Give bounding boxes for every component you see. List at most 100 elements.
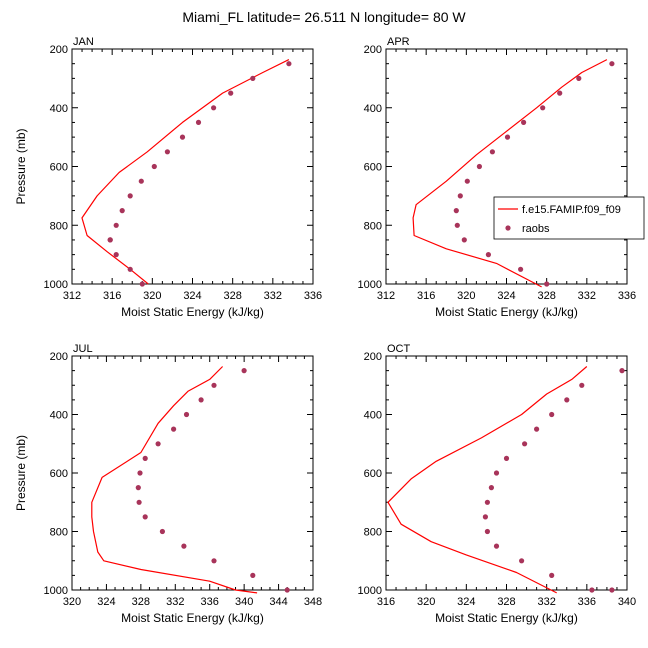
raobs-point — [453, 208, 459, 214]
raobs-point — [241, 368, 247, 374]
raobs-point — [195, 119, 202, 125]
raobs-point — [107, 237, 113, 243]
raobs-point — [589, 587, 595, 593]
y-axis-label: Pressure (mb) — [14, 435, 28, 511]
raobs-point — [454, 222, 460, 228]
x-tick-label: 324 — [97, 596, 115, 608]
x-tick-label: 316 — [417, 290, 435, 302]
raobs-point — [457, 193, 463, 199]
y-tick-label: 600 — [364, 468, 382, 480]
raobs-point — [127, 193, 133, 199]
y-tick-label: 1000 — [44, 585, 68, 597]
raobs-point — [211, 105, 217, 111]
x-axis-label: Moist Static Energy (kJ/kg) — [121, 305, 264, 319]
plot-frame — [385, 48, 628, 285]
x-tick-label: 328 — [537, 290, 555, 302]
x-tick-label: 336 — [304, 290, 322, 302]
x-tick-label: 348 — [304, 596, 322, 608]
y-tick-label: 600 — [50, 468, 68, 480]
y-tick-label: 1000 — [44, 279, 68, 291]
x-tick-label: 336 — [201, 596, 219, 608]
x-tick-label: 316 — [377, 596, 395, 608]
raobs-point — [609, 587, 615, 593]
y-tick-label: 400 — [364, 410, 382, 422]
raobs-point — [179, 134, 186, 140]
raobs-point — [504, 134, 511, 140]
raobs-point — [198, 397, 204, 403]
y-tick-label: 800 — [50, 220, 68, 232]
raobs-point — [164, 149, 170, 155]
raobs-point — [183, 411, 190, 418]
panel-label-apr: APR — [387, 36, 410, 48]
x-tick-label: 332 — [264, 290, 282, 302]
raobs-point — [113, 222, 119, 228]
series-line-model — [81, 59, 290, 285]
raobs-point — [534, 426, 540, 432]
x-tick-label: 340 — [618, 596, 636, 608]
raobs-point — [461, 237, 467, 243]
raobs-point — [250, 75, 256, 81]
legend-entry-model: f.e15.FAMIP.f09_f09 — [522, 204, 621, 216]
plot-frame — [385, 355, 628, 591]
raobs-point — [619, 368, 625, 374]
raobs-point — [488, 485, 494, 491]
legend-marker-swatch — [505, 225, 511, 231]
raobs-point — [181, 543, 187, 549]
y-tick-label: 600 — [50, 162, 68, 174]
x-tick-label: 320 — [143, 290, 161, 302]
x-tick-label: 332 — [578, 290, 596, 302]
chart-panel-oct: 316 320 324 328 332 336 340 200 400 600 800 1000 OCT… — [358, 343, 637, 625]
panel-label-oct: OCT — [387, 343, 411, 355]
raobs-point — [211, 382, 217, 388]
chart-panel-jan: 312 316 320 324 328 332 336 200 400 600 800 1000 JAN… — [14, 36, 322, 319]
raobs-point — [521, 119, 527, 125]
y-tick-label: 400 — [50, 103, 68, 115]
raobs-point — [518, 266, 524, 272]
y-tick-label: 200 — [50, 351, 68, 363]
x-tick-label: 336 — [578, 596, 596, 608]
raobs-point — [476, 163, 482, 170]
raobs-point — [519, 558, 525, 564]
raobs-point — [228, 90, 234, 96]
raobs-point — [482, 514, 488, 520]
plot-frame — [71, 48, 314, 285]
raobs-point — [564, 397, 570, 403]
figure-title: Miami_FL latitude= 26.511 N longitude= 8… — [182, 9, 466, 25]
raobs-point — [119, 208, 125, 214]
x-tick-label: 332 — [537, 596, 555, 608]
y-tick-label: 200 — [364, 351, 382, 363]
x-tick-label: 328 — [132, 596, 150, 608]
raobs-point — [544, 281, 550, 287]
x-tick-label: 328 — [497, 596, 515, 608]
raobs-point — [284, 587, 290, 593]
raobs-point — [549, 572, 555, 579]
x-tick-label: 316 — [103, 290, 121, 302]
raobs-point — [137, 470, 143, 476]
raobs-point — [142, 455, 148, 461]
x-tick-label: 332 — [166, 596, 184, 608]
x-tick-label: 320 — [417, 596, 435, 608]
panels-group: 312 316 320 324 328 332 336 200 400 600 800 1000 JAN… — [14, 36, 645, 625]
raobs-point — [286, 61, 292, 67]
x-tick-label: 324 — [497, 290, 515, 302]
x-tick-label: 344 — [269, 596, 287, 608]
raobs-point — [493, 543, 500, 549]
x-axis-label: Moist Static Energy (kJ/kg) — [435, 611, 578, 625]
raobs-point — [142, 514, 148, 520]
raobs-point — [549, 411, 555, 418]
y-axis-label: Pressure (mb) — [14, 128, 28, 204]
raobs-point — [211, 558, 217, 564]
raobs-point — [159, 528, 165, 535]
y-tick-label: 200 — [50, 44, 68, 56]
raobs-point — [484, 528, 490, 535]
raobs-point — [250, 572, 256, 579]
x-tick-label: 320 — [457, 290, 475, 302]
raobs-point — [138, 178, 144, 184]
raobs-point — [464, 178, 470, 184]
legend-entry-raobs: raobs — [522, 223, 550, 235]
y-tick-label: 600 — [364, 162, 382, 174]
raobs-point — [485, 252, 491, 258]
x-tick-label: 336 — [618, 290, 636, 302]
